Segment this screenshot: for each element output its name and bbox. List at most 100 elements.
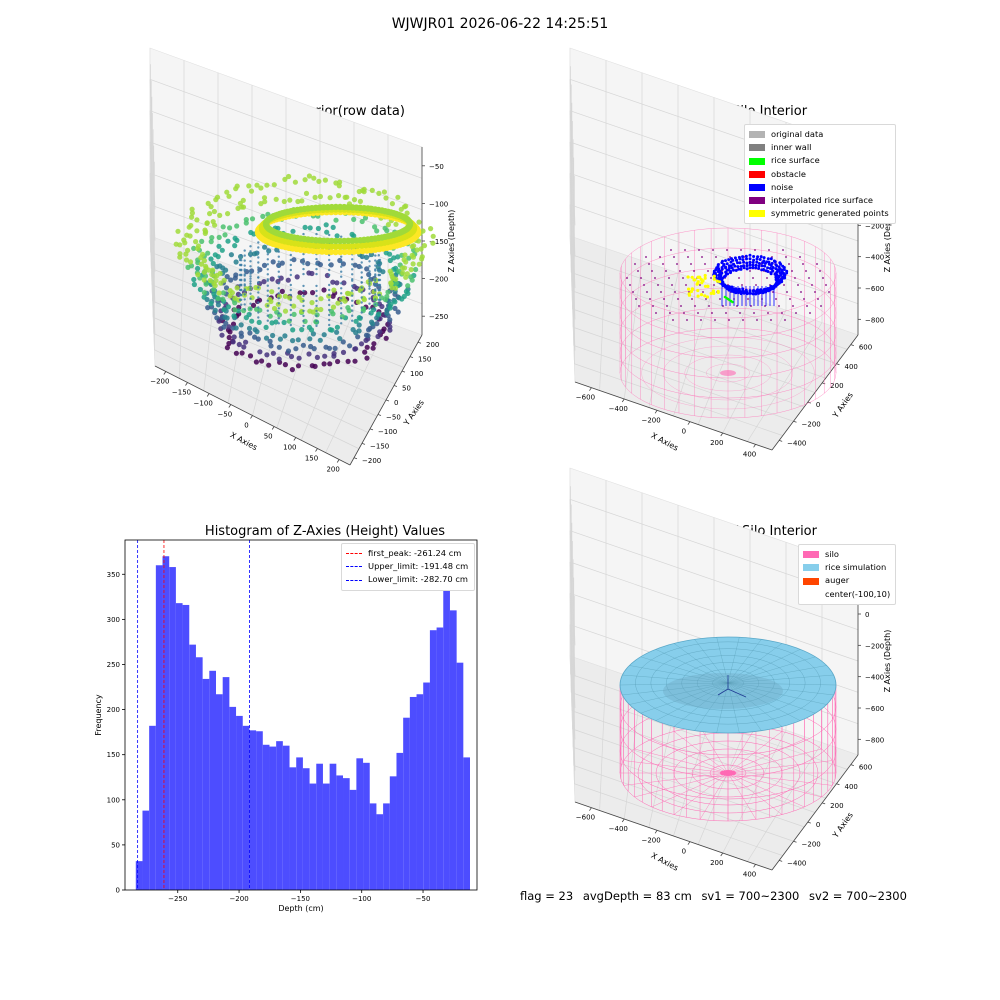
gridline [569, 593, 576, 740]
raw-column-point [315, 289, 318, 293]
raw-data-point [216, 234, 222, 240]
raw-column-point [340, 255, 343, 258]
noise-point [725, 262, 729, 266]
silo-floor-spoke [727, 772, 833, 786]
raw-column-point [257, 286, 260, 289]
histogram-bar [209, 670, 216, 890]
raw-data-point [207, 277, 213, 284]
x-tick [271, 426, 275, 430]
raw-data-point [392, 299, 398, 305]
raw-data-point [243, 339, 249, 345]
legend-swatch [749, 183, 765, 191]
symmetric-point [687, 292, 691, 296]
interpolated-point [786, 291, 788, 293]
histogram-bar [416, 694, 424, 890]
noise-point [762, 268, 766, 271]
y-tick [836, 783, 840, 786]
z-tick-label: −200 [865, 642, 884, 650]
rice-mesh-spoke [727, 682, 827, 705]
noise-point [732, 262, 736, 266]
raw-column-point [302, 319, 305, 323]
histogram-bar [242, 725, 250, 890]
raw-data-point [376, 190, 382, 196]
raw-column-point [289, 323, 292, 327]
y-tick [409, 356, 414, 359]
interpolated-point [714, 319, 716, 321]
y-tick-label: 200 [830, 802, 843, 810]
z-tick-label: −800 [865, 736, 884, 744]
silo-floor-spoke [673, 731, 729, 774]
raw-column-point [315, 284, 318, 288]
raw-data-point [421, 243, 428, 249]
raw-data-point [188, 222, 194, 229]
x-tick-label: −150 [172, 389, 191, 397]
histogram-bar [336, 775, 343, 890]
raw-data-point [291, 311, 297, 317]
histogram-title: Histogram of Z-Axies (Height) Values [204, 524, 446, 539]
raw-data-point [409, 277, 415, 283]
raw-data-point [295, 363, 302, 369]
raw-data-point [332, 345, 338, 351]
raw-column-point [315, 257, 318, 261]
raw-data-point [375, 333, 381, 340]
raw-column-point [328, 303, 331, 307]
raw-data-point [317, 337, 323, 343]
raw-data-point [413, 266, 419, 273]
raw-data-point [232, 243, 238, 249]
x-tick [687, 421, 691, 425]
raw-data-point [247, 330, 253, 336]
histogram-bar [463, 757, 470, 890]
interpolated-point [655, 312, 657, 314]
interpolated-point [756, 319, 758, 321]
raw-data-point [193, 239, 199, 245]
interpolated-point [754, 249, 756, 251]
histogram-bar [309, 783, 317, 890]
interpolated-point [687, 256, 689, 258]
raw-data-point [270, 259, 276, 265]
raw-column-point [360, 291, 363, 294]
silo-ring [619, 307, 837, 399]
raw-column-point [257, 291, 260, 294]
rice-surface-dip [663, 673, 783, 709]
legend-swatch [803, 591, 819, 598]
raw-column-point [377, 289, 380, 292]
interpolated-point [654, 277, 656, 279]
noise-point [748, 263, 752, 267]
legend-label: Lower_limit: -282.70 cm [368, 574, 468, 585]
rice-mesh-spoke [727, 665, 827, 684]
raw-data-point [389, 274, 395, 280]
interpolated-point [725, 312, 727, 314]
symmetric-point [712, 291, 716, 295]
noise-point [737, 287, 741, 291]
histogram-bar [389, 776, 397, 890]
raw-data-point [276, 356, 282, 362]
interpolated-point [738, 277, 740, 279]
histogram-bar [216, 694, 223, 890]
raw-data-point [327, 195, 333, 201]
legend-label: noise [771, 181, 794, 192]
raw-column-point [351, 284, 354, 287]
raw-column-point [328, 293, 331, 297]
legend-entry: Lower_limit: -282.70 cm [346, 573, 470, 586]
interpolated-point [791, 270, 793, 272]
raw-data-point [363, 254, 370, 260]
interpolated-point [651, 270, 653, 272]
raw-data-point [253, 359, 259, 365]
silo-floor-spoke [727, 772, 757, 820]
raw-data-point [359, 218, 365, 225]
raw-data-point [307, 308, 313, 314]
raw-data-point [318, 306, 324, 313]
gridline [569, 141, 576, 289]
y-axis-label: Frequency [94, 694, 103, 736]
symmetric-point [712, 277, 716, 281]
raw-data-point [307, 225, 313, 231]
interpolated-point [676, 263, 678, 265]
raw-data-point [204, 220, 210, 226]
interpolated-point [789, 298, 791, 300]
raw-data-point [282, 362, 288, 368]
raw-column-point [266, 284, 269, 287]
raw-data-point [316, 178, 322, 184]
y-axis-line [771, 754, 859, 871]
raw-column-point [289, 318, 292, 322]
histogram-bar [276, 741, 283, 890]
